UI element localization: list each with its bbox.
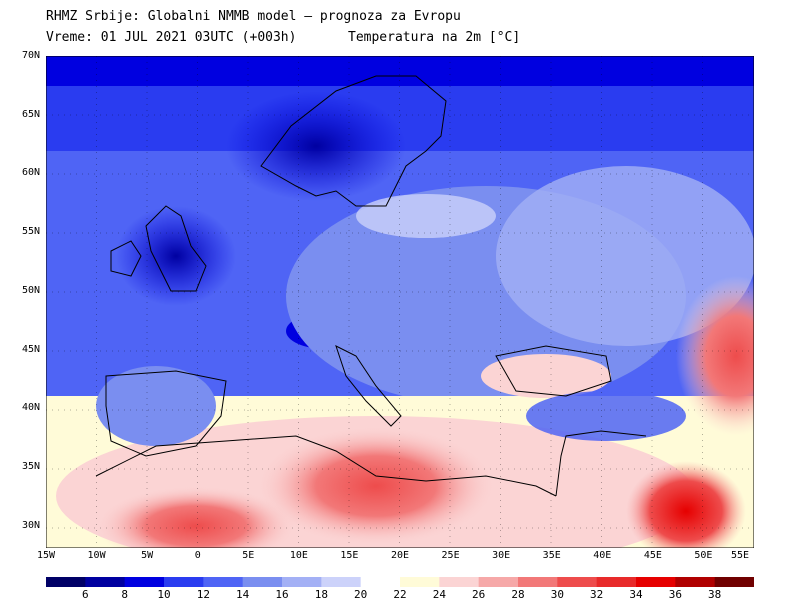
iraq-hot <box>626 461 746 548</box>
lon-label: 0 <box>194 550 201 561</box>
lat-label: 30N <box>21 519 40 531</box>
arctic-band <box>46 56 754 86</box>
colorbar-swatch <box>518 577 558 587</box>
temperature-map <box>46 56 754 548</box>
colorbar-tick-label: 32 <box>590 588 604 601</box>
baltic-mild <box>356 194 496 238</box>
lon-label: 5W <box>141 550 154 561</box>
lon-label: 55E <box>730 550 750 561</box>
sahara-hot <box>256 426 496 546</box>
britain-cold <box>116 206 236 306</box>
lon-label: 5E <box>242 550 255 561</box>
lat-label: 50N <box>21 284 40 296</box>
colorbar-tick-label: 10 <box>157 588 171 601</box>
lat-label: 35N <box>21 460 40 472</box>
colorbar-tick-label: 38 <box>708 588 722 601</box>
lon-label: 40E <box>593 550 612 561</box>
colorbar-tick-label: 22 <box>393 588 407 601</box>
lat-label: 55N <box>21 226 40 238</box>
colorbar-tick-label: 26 <box>472 588 486 601</box>
scandinavia-cold <box>226 91 406 201</box>
ireland-coast <box>110 240 142 277</box>
lon-label: 10W <box>87 550 106 561</box>
colorbar-swatch <box>321 577 362 587</box>
lon-label: 45E <box>643 550 662 561</box>
colorbar-swatch <box>203 577 244 587</box>
colorbar-tick-label: 34 <box>629 588 643 601</box>
russia-mild <box>496 166 754 346</box>
lon-label: 10E <box>289 550 308 561</box>
colorbar-tick-label: 20 <box>354 588 368 601</box>
lat-label: 60N <box>21 167 40 179</box>
colorbar-swatch <box>242 577 283 587</box>
coastlines <box>95 75 647 497</box>
colorbar-swatch <box>164 577 204 587</box>
algeria-hot <box>96 486 296 548</box>
black-sea-warm <box>481 354 611 398</box>
scandinavia-coast <box>260 75 447 207</box>
colorbar-swatch <box>360 577 401 587</box>
graticule <box>46 56 754 548</box>
lon-label: 30E <box>492 550 511 561</box>
colorbar-swatch <box>557 577 598 587</box>
colorbar-tick-label: 36 <box>668 588 682 601</box>
colorbar-tick-label: 6 <box>82 588 89 601</box>
colorbar-swatch <box>636 577 676 587</box>
colorbar-tick-label: 8 <box>121 588 128 601</box>
lon-label: 15W <box>36 550 56 561</box>
colorbar-swatch <box>46 577 86 587</box>
black-sea-coast <box>495 345 612 397</box>
colorbar-tick-label: 30 <box>550 588 564 601</box>
colorbar-tick-label: 18 <box>314 588 328 601</box>
map-title: RHMZ Srbije: Globalni NMMB model — progn… <box>46 9 461 24</box>
colorbar-swatch <box>400 577 440 587</box>
lon-label: 20E <box>390 550 410 561</box>
lat-label: 70N <box>21 50 40 61</box>
colorbar-swatch <box>439 577 480 587</box>
lon-label: 50E <box>694 550 713 561</box>
turkey-cool <box>526 391 686 441</box>
lat-label: 40N <box>21 402 40 414</box>
colorbar-swatch <box>596 577 637 587</box>
colorbar-swatch <box>124 577 165 587</box>
africa-coast <box>95 435 557 497</box>
lat-label: 45N <box>21 343 40 355</box>
iran-hot <box>676 276 754 436</box>
lon-label: 15E <box>340 550 359 561</box>
colorbar-tick-label: 16 <box>275 588 289 601</box>
levant-coast <box>555 430 647 497</box>
italy-coast <box>335 345 402 427</box>
lat-label: 65N <box>21 108 40 120</box>
colorbar-swatch <box>714 577 754 587</box>
field-label: Temperatura na 2m [°C] <box>348 30 521 45</box>
colorbar-tick-label: 24 <box>432 588 446 601</box>
britain-coast <box>145 205 207 292</box>
colorbar-swatch <box>675 577 716 587</box>
iberia-coast <box>105 370 227 457</box>
lon-label: 25E <box>441 550 460 561</box>
colorbar <box>46 577 754 587</box>
iberia-cool <box>96 366 216 446</box>
colorbar-tick-label: 14 <box>236 588 250 601</box>
colorbar-tick-label: 28 <box>511 588 525 601</box>
colorbar-tick-label: 12 <box>196 588 210 601</box>
colorbar-swatch <box>478 577 519 587</box>
colorbar-swatch <box>85 577 126 587</box>
lon-label: 35E <box>542 550 561 561</box>
forecast-time: Vreme: 01 JUL 2021 03UTC (+003h) <box>46 30 297 45</box>
colorbar-swatch <box>282 577 322 587</box>
